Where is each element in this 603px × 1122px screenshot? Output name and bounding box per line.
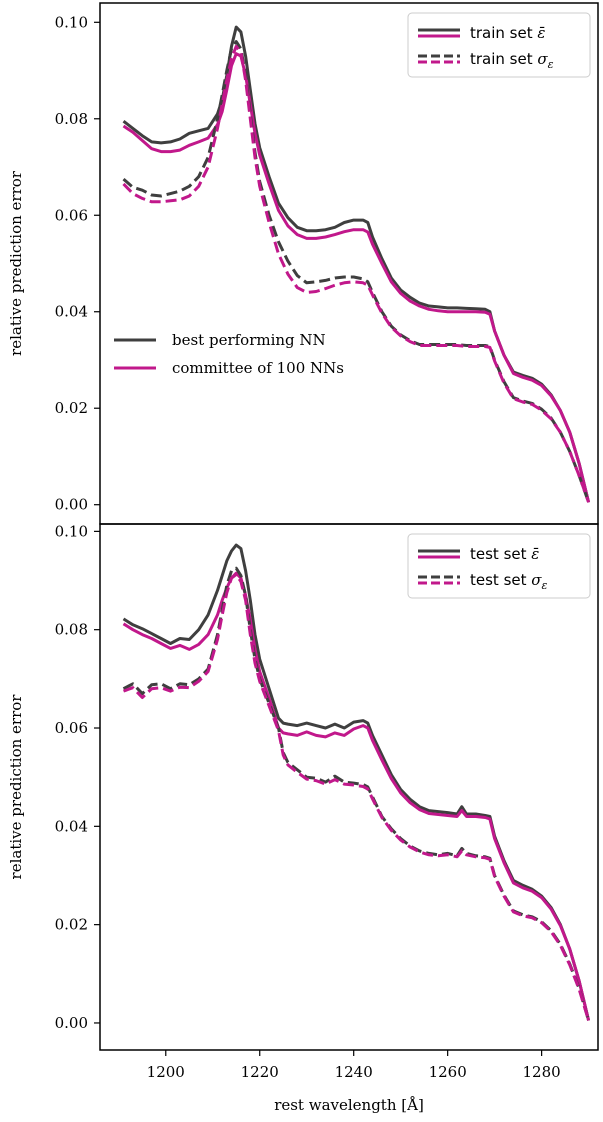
top-ylabel: relative prediction error	[7, 170, 25, 356]
top-ytick-label: 0.00	[55, 496, 88, 514]
legend-label-committee: committee of 100 NNs	[172, 359, 344, 377]
bottom-xtick-label: 1240	[335, 1063, 373, 1081]
legend-label: train set ε̄	[470, 24, 545, 42]
top-line-best-mean	[122, 25, 591, 503]
top-ytick-label: 0.02	[55, 399, 88, 417]
bottom-xtick-label: 1200	[147, 1063, 185, 1081]
bottom-line-committee-mean	[122, 571, 591, 1021]
legend-label: test set ε̄	[470, 545, 539, 563]
bottom-axes-frame	[99, 523, 599, 1051]
top-axes-frame	[99, 2, 599, 525]
bottom-series-group	[122, 543, 591, 1021]
top-ytick-label: 0.10	[55, 13, 88, 31]
bottom-ytick-label: 0.02	[55, 916, 88, 934]
bottom-legend-metric: test set ε̄ test set σε	[407, 533, 591, 599]
bottom-ytick-label: 0.08	[55, 621, 88, 639]
top-legend-models: best performing NN committee of 100 NNs	[114, 331, 344, 377]
legend-label: test set σε	[470, 571, 548, 592]
bottom-ytick-label: 0.04	[55, 817, 88, 835]
bottom-xtick-label: 1280	[523, 1063, 561, 1081]
bottom-xtick-label: 1220	[241, 1063, 279, 1081]
bottom-xlabel: rest wavelength [Å]	[274, 1096, 424, 1114]
top-line-committee-mean	[122, 52, 591, 503]
top-panel: 0.00 0.02 0.04 0.06 0.08 0.10 relative predict…	[7, 2, 599, 525]
bottom-panel: 0.00 0.02 0.04 0.06 0.08 0.10 1200 1220 1240 1260…	[7, 522, 599, 1114]
top-series-group	[122, 25, 591, 503]
bottom-ytick-label: 0.10	[55, 522, 88, 540]
top-legend-metric: train set ε̄ train set σε	[407, 12, 591, 78]
bottom-xtick-label: 1260	[429, 1063, 467, 1081]
bottom-ytick-label: 0.00	[55, 1014, 88, 1032]
top-ytick-label: 0.04	[55, 303, 88, 321]
legend-label: train set σε	[470, 50, 554, 71]
bottom-ylabel: relative prediction error	[7, 694, 25, 880]
top-line-committee-sigma	[122, 44, 591, 503]
legend-label-best: best performing NN	[172, 331, 326, 349]
top-ytick-label: 0.08	[55, 110, 88, 128]
top-ytick-label: 0.06	[55, 206, 88, 224]
top-line-best-sigma	[122, 40, 591, 503]
bottom-ytick-label: 0.06	[55, 719, 88, 737]
bottom-line-committee-sigma	[122, 573, 591, 1021]
